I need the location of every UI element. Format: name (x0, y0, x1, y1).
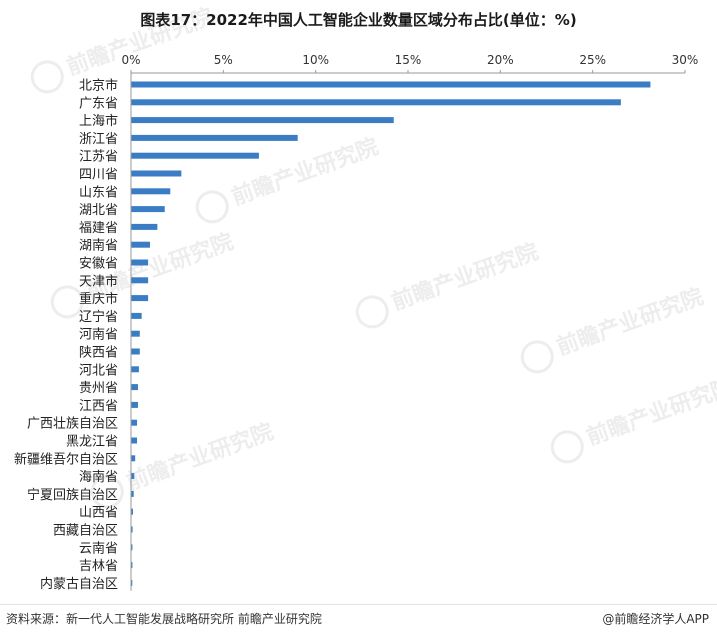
watermark-text: 前瞻产业研究院 (553, 284, 707, 361)
brand-label: @前瞻经济学人APP (602, 612, 709, 626)
category-label: 天津市 (79, 273, 118, 289)
watermark-text: 前瞻产业研究院 (123, 419, 277, 496)
bar (131, 401, 138, 408)
category-label: 内蒙古自治区 (40, 576, 118, 592)
bar (131, 206, 165, 213)
category-label: 重庆市 (79, 291, 118, 307)
category-label: 安徽省 (79, 257, 118, 272)
category-label: 河南省 (79, 327, 118, 343)
watermark-logo-icon (355, 295, 389, 329)
watermark-text: 前瞻产业研究院 (63, 4, 217, 81)
bar (131, 366, 139, 373)
bar (131, 544, 133, 551)
watermark-text: 前瞻产业研究院 (388, 239, 542, 316)
x-tick-label: 0% (121, 53, 140, 67)
category-label: 北京市 (79, 78, 118, 94)
footer-divider (0, 604, 717, 605)
category-label: 湖北省 (79, 203, 118, 218)
category-label: 山西省 (79, 506, 118, 521)
bar (131, 134, 298, 141)
bar (131, 152, 259, 159)
watermark-logo-icon (90, 475, 124, 509)
category-label: 江西省 (79, 399, 118, 414)
category-label: 陕西省 (79, 346, 118, 361)
bar (131, 99, 621, 106)
category-label: 广西壮族自治区 (27, 416, 118, 432)
category-label: 浙江省 (79, 132, 118, 147)
category-label: 山东省 (79, 185, 118, 200)
bar (131, 223, 158, 230)
category-label: 四川省 (79, 168, 118, 183)
watermark-logo-icon (30, 60, 64, 94)
bar (131, 437, 138, 444)
bar (131, 259, 149, 266)
bar (131, 579, 133, 586)
source-note: 资料来源：新一代人工智能发展战略研究所 前瞻产业研究院 (6, 612, 322, 626)
bar (131, 348, 140, 355)
category-label: 西藏自治区 (53, 524, 118, 539)
x-tick-label: 5% (214, 53, 233, 67)
bar (131, 241, 150, 248)
category-label: 福建省 (79, 221, 118, 236)
bar (131, 330, 140, 337)
category-label: 湖南省 (79, 238, 118, 254)
bar (131, 384, 138, 391)
watermark: 前瞻产业研究院 (550, 374, 717, 464)
bar (131, 455, 136, 462)
category-label: 河北省 (79, 363, 118, 378)
bar (131, 117, 394, 124)
category-label: 海南省 (79, 469, 118, 485)
bar (131, 419, 138, 426)
x-tick-label: 25% (579, 53, 606, 67)
watermark-logo-icon (520, 340, 554, 374)
category-label: 宁夏回族自治区 (27, 487, 118, 503)
bar (131, 188, 171, 195)
bar (131, 526, 133, 533)
category-label: 吉林省 (79, 559, 118, 574)
x-tick-label: 20% (487, 53, 514, 67)
x-tick-label: 15% (395, 53, 422, 67)
category-label: 贵州省 (79, 381, 118, 396)
bar (131, 473, 135, 480)
watermark: 前瞻产业研究院 (195, 134, 382, 224)
category-label: 黑龙江省 (66, 435, 118, 450)
x-tick-label: 10% (302, 53, 329, 67)
watermark: 前瞻产业研究院 (355, 239, 542, 329)
watermark-text: 前瞻产业研究院 (228, 134, 382, 211)
category-label: 辽宁省 (79, 309, 118, 325)
watermark-logo-icon (550, 430, 584, 464)
bar (131, 490, 134, 497)
watermark: 前瞻产业研究院 (520, 284, 707, 374)
x-tick-label: 30% (672, 53, 699, 67)
watermark: 前瞻产业研究院 (50, 229, 237, 319)
bar (131, 170, 182, 177)
category-label: 江苏省 (79, 149, 118, 165)
bar (131, 295, 149, 302)
watermark-text: 前瞻产业研究院 (583, 374, 717, 451)
bar (131, 312, 142, 319)
category-label: 新疆维吾尔自治区 (14, 451, 118, 467)
bar (131, 277, 149, 284)
category-label: 上海市 (79, 113, 118, 129)
watermark-logo-icon (195, 190, 229, 224)
category-label: 广东省 (79, 96, 118, 111)
bar (131, 562, 133, 569)
category-label: 云南省 (79, 540, 118, 556)
bar (131, 508, 133, 515)
chart-title: 图表17：2022年中国人工智能企业数量区域分布占比(单位：%) (140, 11, 577, 29)
watermark-logo-icon (50, 285, 84, 319)
bar (131, 81, 651, 88)
